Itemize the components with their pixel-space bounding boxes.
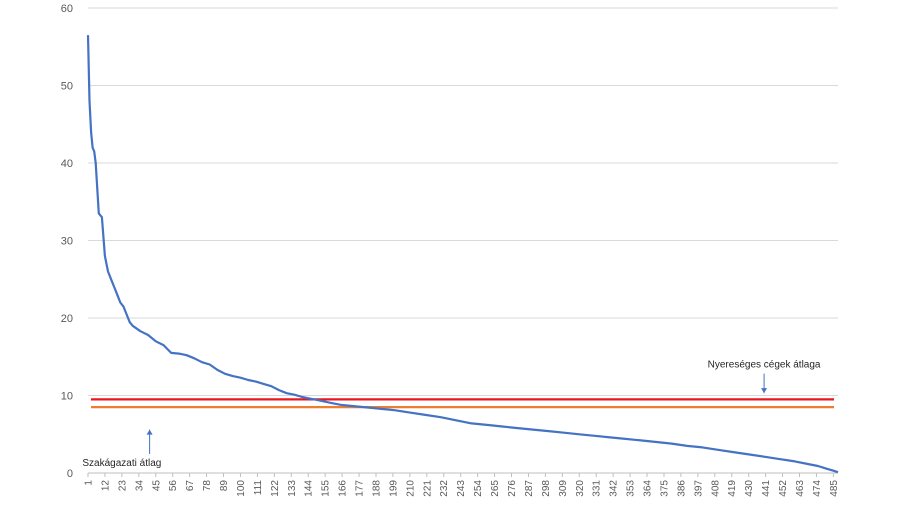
- x-tick-label: 364: [643, 480, 654, 497]
- x-tick-label: 12: [100, 480, 111, 492]
- x-tick-label: 408: [710, 480, 721, 497]
- gridlines: [88, 7, 838, 396]
- x-tick-label: 45: [151, 480, 162, 492]
- y-tick-label: 50: [61, 81, 73, 93]
- x-tick-label: 375: [659, 480, 670, 497]
- x-tick-label: 56: [168, 480, 179, 492]
- x-tick-label: 243: [456, 480, 467, 497]
- x-tick-label: 122: [270, 480, 281, 497]
- annotations: Nyereséges cégek átlaga Szakágazati átlag: [82, 360, 821, 469]
- annotation-arrowhead: [146, 429, 153, 435]
- y-tick-label: 30: [61, 236, 73, 248]
- series-line: [86, 35, 839, 474]
- x-tick-label: 89: [219, 480, 230, 492]
- x-tick-label: 419: [727, 480, 738, 497]
- y-tick-label: 0: [67, 468, 73, 480]
- x-tick-label: 177: [355, 480, 366, 497]
- x-tick-label: 342: [609, 480, 620, 497]
- x-tick-label: 34: [134, 480, 145, 492]
- x-tick-label: 188: [371, 480, 382, 497]
- x-tick-label: 1: [84, 480, 95, 486]
- x-tick-label: 441: [761, 480, 772, 497]
- y-axis-ticks: 0 10 20 30 40 50 60: [61, 3, 73, 480]
- x-tick-label: 232: [439, 480, 450, 497]
- series-group: [86, 35, 839, 474]
- x-tick-label: 485: [829, 480, 840, 497]
- x-tick-label: 353: [626, 480, 637, 497]
- x-tick-label: 100: [236, 480, 247, 497]
- reference-lines: [91, 398, 834, 409]
- x-tick-label: 298: [541, 480, 552, 497]
- x-tick-label: 144: [304, 480, 315, 497]
- x-tick-label: 67: [185, 480, 196, 492]
- annotation-arrowhead: [761, 388, 768, 394]
- x-tick-label: 309: [558, 480, 569, 497]
- x-tick-label: 221: [422, 480, 433, 497]
- y-tick-label: 20: [61, 313, 73, 325]
- x-tick-label: 265: [490, 480, 501, 497]
- x-tick-label: 155: [321, 480, 332, 497]
- x-tick-label: 133: [287, 480, 298, 497]
- annotation-label: Nyereséges cégek átlaga: [708, 360, 821, 371]
- x-tick-label: 254: [473, 480, 484, 497]
- x-tick-label: 430: [744, 480, 755, 497]
- y-tick-label: 60: [61, 3, 73, 15]
- x-tick-label: 386: [676, 480, 687, 497]
- y-tick-label: 10: [61, 391, 73, 403]
- x-tick-label: 474: [812, 480, 823, 497]
- x-tick-label: 463: [795, 480, 806, 497]
- x-tick-label: 166: [338, 480, 349, 497]
- x-tick-label: 452: [778, 480, 789, 497]
- x-tick-label: 111: [253, 480, 264, 496]
- x-tick-label: 210: [405, 480, 416, 497]
- x-axis-ticks: 1 12 23 34 45 56 67 78 89 100 111 122 133 144 155 166 17…: [84, 473, 840, 497]
- y-tick-label: 40: [61, 158, 73, 170]
- x-tick-label: 78: [202, 480, 213, 492]
- x-tick-label: 287: [524, 480, 535, 497]
- x-tick-label: 23: [117, 480, 128, 492]
- x-tick-label: 320: [575, 480, 586, 497]
- x-tick-label: 331: [592, 480, 603, 497]
- x-tick-label: 199: [388, 480, 399, 497]
- x-tick-label: 276: [507, 480, 518, 497]
- annotation-label: Szakágazati átlag: [82, 458, 161, 469]
- x-tick-label: 397: [693, 480, 704, 497]
